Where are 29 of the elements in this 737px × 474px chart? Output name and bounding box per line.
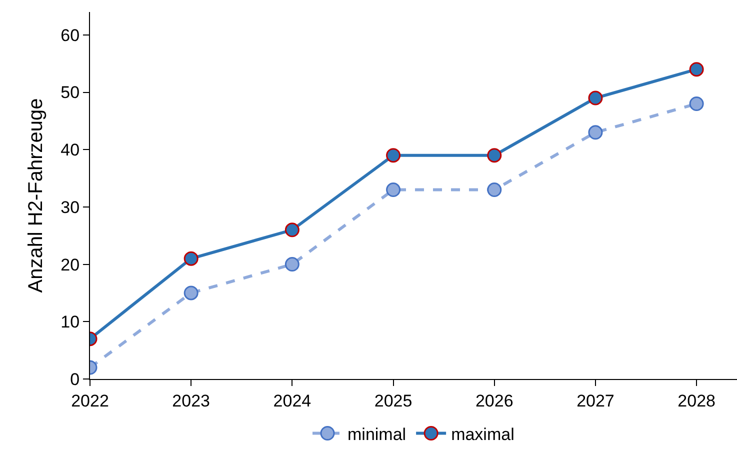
point (689, 96, 704, 111)
point (284, 257, 300, 272)
x-tick-label: 2027 (576, 391, 614, 410)
y-tick-label: 30 (60, 198, 80, 217)
x-tick-label: 2026 (475, 391, 514, 410)
y-tick-label: 40 (60, 140, 80, 160)
y-tick-label: 50 (60, 83, 80, 102)
y-tick-label: 0 (70, 370, 80, 389)
point (386, 148, 401, 163)
x-tick-label: 2023 (172, 391, 210, 410)
point (184, 286, 198, 300)
point (487, 148, 502, 163)
point (689, 62, 704, 77)
point (487, 182, 502, 198)
point (386, 182, 401, 198)
x-tick-label: 2028 (678, 391, 716, 410)
x-tick-label: 2022 (71, 391, 109, 410)
point (284, 222, 300, 238)
legend-label: maximal (451, 424, 514, 444)
x-tick-label: 2025 (374, 391, 412, 410)
x-tick-label: 2024 (273, 391, 312, 410)
y-axis-title: Anzahl H2-Fahrzeuge (25, 98, 48, 293)
point (588, 125, 603, 140)
point (588, 90, 603, 106)
y-tick-label: 60 (60, 26, 80, 45)
point (184, 251, 198, 266)
y-tick-label: 20 (60, 255, 80, 274)
legend-label: minimal (348, 424, 406, 444)
y-tick-label: 10 (60, 312, 80, 332)
